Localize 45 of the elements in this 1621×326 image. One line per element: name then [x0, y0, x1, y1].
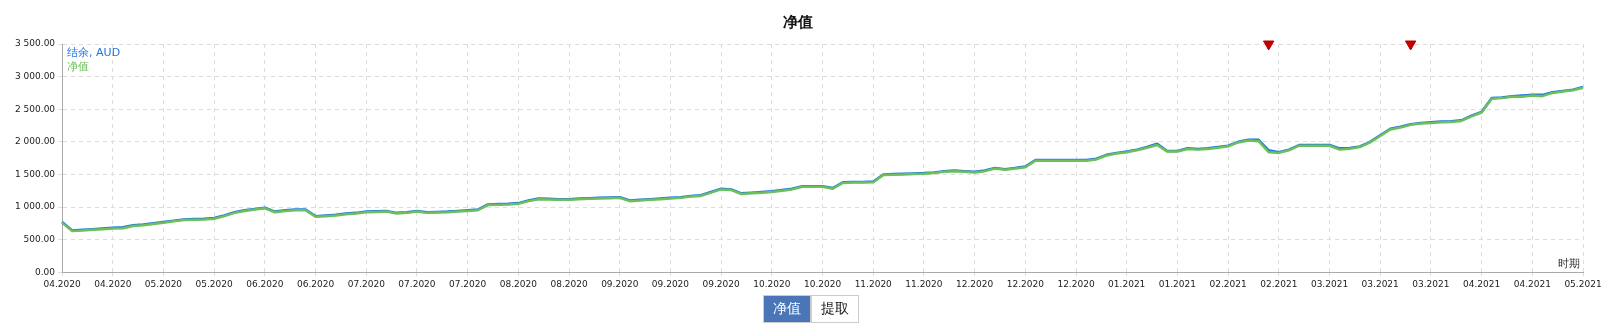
x-tick-label: 09.2020: [651, 278, 690, 289]
x-tick-label: 07.2020: [347, 278, 386, 289]
x-tick-label: 01.2021: [1108, 278, 1146, 289]
y-tick-label: 3 000.00: [15, 70, 56, 81]
y-tick-label: 3 500.00: [15, 38, 56, 49]
chart-title: 净值: [782, 12, 813, 31]
x-tick-label: 05.2020: [195, 278, 234, 289]
x-tick-label: 04.2021: [1463, 278, 1501, 289]
x-tick-label: 03.2021: [1310, 278, 1349, 289]
y-tick-label: 0.00: [35, 266, 56, 277]
text: 提取: [810, 295, 859, 323]
x-tick-label: 02.2021: [1260, 278, 1298, 289]
x-tick-label: 07.2020: [398, 278, 436, 289]
x-tick-label: 07.2020: [449, 278, 487, 289]
x-tick-label: 06.2020: [296, 278, 335, 289]
x-tick-label: 12.2020: [956, 278, 994, 289]
x-tick-label: 03.2021: [1412, 278, 1450, 289]
x-tick-label: 08.2020: [499, 278, 538, 289]
y-tick-label: 1 500.00: [15, 168, 56, 179]
x-tick-label: 11.2020: [905, 278, 943, 289]
y-tick-label: 2 500.00: [15, 103, 56, 114]
x-tick-label: 12.2020: [1057, 278, 1095, 289]
x-tick-label: 10.2020: [803, 278, 842, 289]
x-tick-label: 09.2020: [702, 278, 741, 289]
x-tick-label: 04.2021: [1513, 278, 1551, 289]
y-tick-label: 2 000.00: [15, 136, 56, 147]
x-tick-label: 03.2021: [1361, 278, 1399, 289]
x-tick-label: 05.2021: [1564, 278, 1602, 289]
x-tick-label: 02.2021: [1209, 278, 1247, 289]
x-tick-label: 04.2020: [43, 278, 81, 289]
y-tick-label: 500.00: [23, 233, 56, 244]
text: 结余, AUD: [67, 46, 121, 60]
x-axis-title: 时期: [1558, 256, 1580, 270]
x-tick-label: 01.2021: [1158, 278, 1197, 289]
x-tick-label: 11.2020: [854, 278, 893, 289]
x-tick-label: 08.2020: [550, 278, 588, 289]
x-tick-label: 09.2020: [601, 278, 639, 289]
y-tick-label: 1 000.00: [15, 201, 56, 212]
text: 净值: [762, 295, 811, 323]
x-tick-label: 05.2020: [144, 278, 183, 289]
x-tick-label: 12.2020: [1006, 278, 1045, 289]
x-tick-label: 06.2020: [246, 278, 284, 289]
text: 净值: [67, 60, 90, 74]
x-tick-label: 04.2020: [94, 278, 132, 289]
x-tick-label: 10.2020: [753, 278, 791, 289]
